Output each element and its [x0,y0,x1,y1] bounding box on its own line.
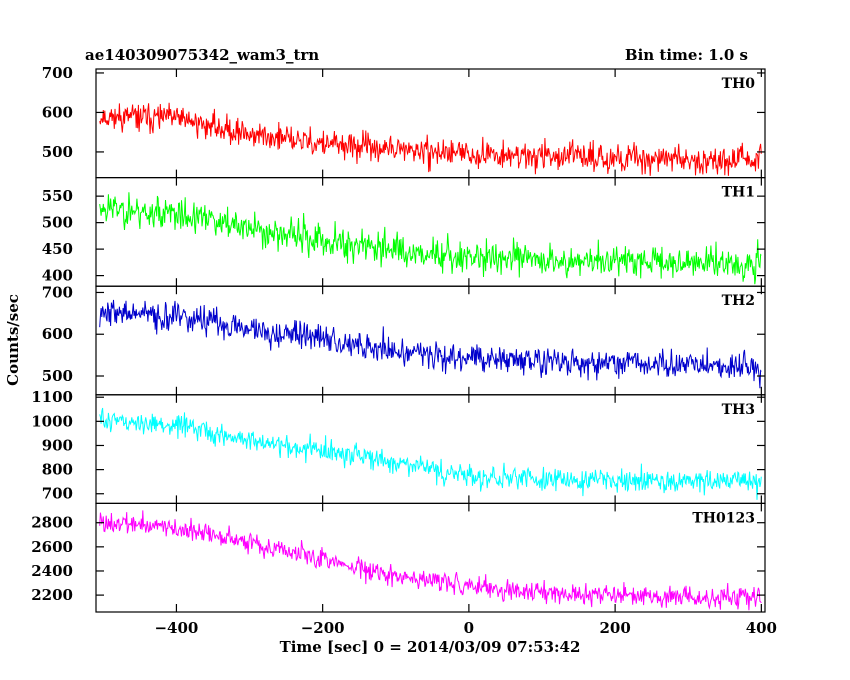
panel-label: TH2 [722,293,755,309]
panel-label: TH0 [722,76,756,92]
y-tick-label: 700 [42,485,73,503]
y-tick-label: 2800 [31,514,73,532]
y-tick-label: 2600 [31,538,73,556]
panels: 500 600 700 TH0 400 450 500 550 TH1 500 600 700 TH2 7… [31,64,777,637]
series-line-th3 [99,407,762,500]
y-tick-label: 500 [42,214,73,232]
x-tick-label: 400 [746,619,777,637]
panel-frame [95,285,766,396]
series-line-th0 [99,102,762,176]
panel-th1: 400 450 500 550 TH1 [42,177,766,287]
x-tick-label: −400 [154,619,198,637]
x-tick-label: −200 [301,619,345,637]
y-tick-label: 500 [42,143,73,161]
y-tick-label: 550 [42,187,73,205]
y-axis-label: Counts/sec [4,294,22,386]
panel-label: TH0123 [692,510,755,526]
panel-label: TH1 [722,185,755,201]
panel-label: TH3 [722,402,755,418]
y-tick-label: 450 [42,240,73,258]
bin-time-label: Bin time: 1.0 s [625,46,748,64]
y-tick-label: 400 [42,267,73,285]
y-tick-label: 2400 [31,562,73,580]
series-line-th0123 [99,510,762,611]
x-tick-label: 0 [464,619,474,637]
panel-th2: 500 600 700 TH2 [42,283,766,396]
y-tick-label: 2200 [31,586,73,604]
y-tick-label: 700 [42,64,73,82]
y-tick-label: 1100 [31,388,73,406]
panel-th3: 700 800 900 1000 1100 TH3 [31,388,766,504]
y-tick-label: 700 [42,283,73,301]
panel-frame [95,502,766,613]
panel-frame [95,177,766,287]
panel-th0: 500 600 700 TH0 [42,64,766,179]
y-tick-label: 500 [42,367,73,385]
x-tick-label: 200 [599,619,630,637]
panel-th0123: 2200 2400 2600 2800 TH0123 [31,502,766,613]
y-tick-label: 600 [42,325,73,343]
series-line-th2 [99,299,762,389]
x-axis-label: Time [sec] 0 = 2014/03/09 07:53:42 [280,638,581,656]
y-tick-label: 1000 [31,412,73,430]
y-tick-label: 900 [42,436,73,454]
series-line-th1 [99,192,762,285]
chart-title: ae140309075342_wam3_trn [85,46,319,64]
y-tick-label: 800 [42,461,73,479]
y-tick-label: 600 [42,103,73,121]
